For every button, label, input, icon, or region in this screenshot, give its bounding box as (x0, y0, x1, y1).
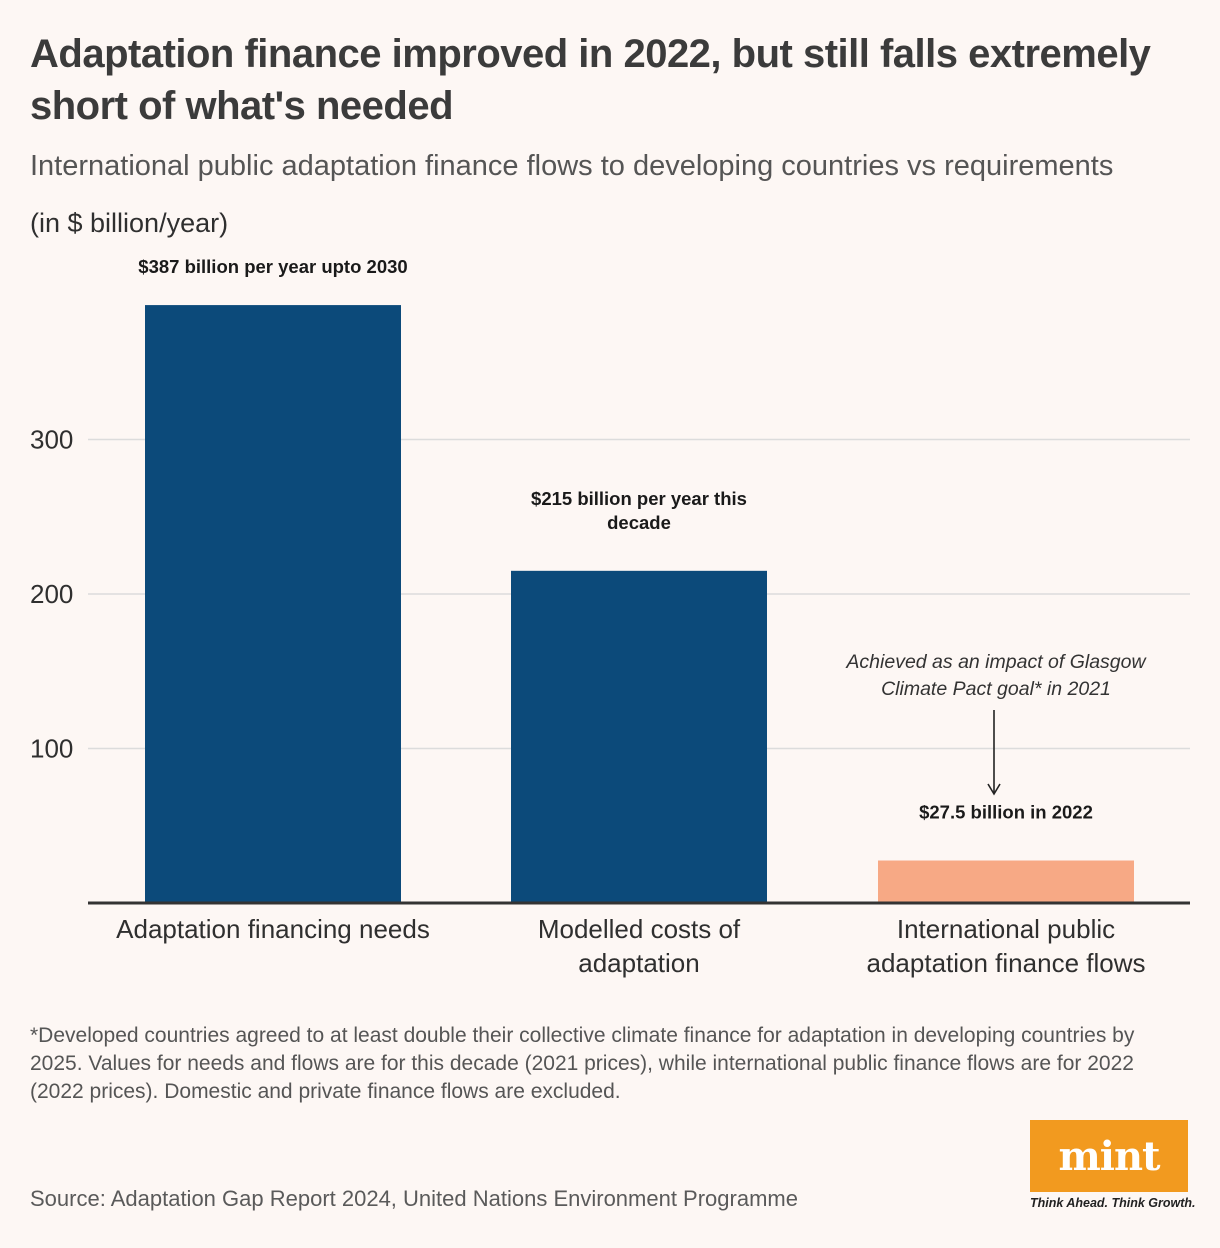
data-label-3-line-1: $27.5 billion in 2022 (919, 802, 1093, 823)
source-note: Source: Adaptation Gap Report 2024, Unit… (30, 1186, 798, 1211)
data-label-2-line-1: $215 billion per year this (531, 488, 747, 509)
mint-logo: mint Think Ahead. Think Growth. (1030, 1120, 1196, 1210)
units-label: (in $ billion/year) (30, 208, 229, 238)
annotation-arrow-head (987, 783, 1001, 796)
category-label-2-line-1: Modelled costs of (538, 914, 741, 944)
chart-title: Adaptation finance improved in 2022, but… (30, 32, 1151, 128)
annotation-line-2: Climate Pact goal* in 2021 (881, 678, 1111, 700)
category-label-1-line-1: Adaptation financing needs (116, 914, 430, 944)
bar-1 (145, 305, 401, 904)
category-label-3-line-1: International public (897, 914, 1115, 944)
annotation-line-1: Achieved as an impact of Glasgow (845, 651, 1147, 673)
logo-mark: mint (1030, 1120, 1188, 1192)
logo-tagline: Think Ahead. Think Growth. (1030, 1196, 1196, 1210)
footnote: *Developed countries agreed to at least … (30, 1024, 1135, 1103)
y-tick-label-300: 300 (30, 425, 73, 455)
category-label-3-line-2: adaptation finance flows (867, 948, 1146, 978)
bar-2 (511, 570, 767, 903)
y-tick-label-200: 200 (30, 579, 73, 609)
y-tick-label-100: 100 (30, 734, 73, 764)
category-label-2-line-2: adaptation (578, 948, 699, 978)
data-label-2-line-2: decade (607, 512, 671, 533)
chart-subtitle: International public adaptation finance … (30, 150, 1114, 182)
data-label-1-line-1: $387 billion per year upto 2030 (138, 256, 407, 277)
bar-chart: 100 200 300 $387 billion per year upto 2030… (30, 256, 1190, 978)
bar-3 (878, 860, 1134, 903)
